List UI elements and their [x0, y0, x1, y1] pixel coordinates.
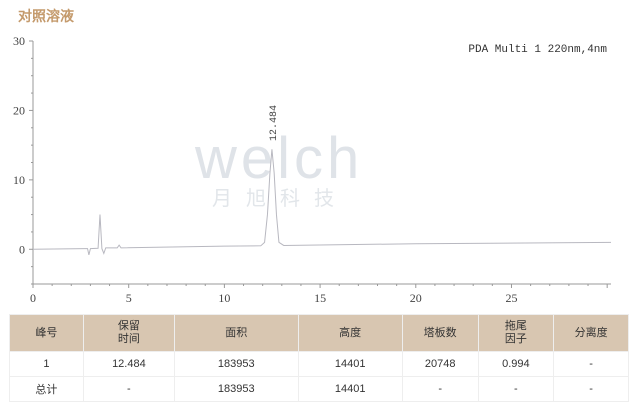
peak-table: 峰号 保留 时间 面积 高度 塔板数 拖尾 因子 分离度 1 12.484 183953 14401 2…	[9, 314, 629, 402]
column-header: 分离度	[553, 314, 629, 352]
table-cell: 12.484	[82, 351, 175, 377]
detector-annotation: PDA Multi 1 220nm,4nm	[468, 44, 607, 56]
x-tick-label: 15	[314, 291, 326, 305]
column-header: 塔板数	[401, 314, 479, 352]
table-cell: -	[477, 376, 555, 402]
table-cell: -	[553, 351, 629, 377]
table-cell: 183953	[173, 351, 299, 377]
x-tick-label: 10	[218, 291, 230, 305]
x-tick-label: 0	[30, 291, 36, 305]
table-header-row: 峰号 保留 时间 面积 高度 塔板数 拖尾 因子 分离度	[9, 314, 629, 352]
y-tick-label: 20	[13, 103, 25, 117]
x-tick-label: 25	[505, 291, 517, 305]
watermark-logo: welch	[194, 126, 363, 191]
column-header: 拖尾 因子	[477, 314, 555, 352]
y-tick-label: 10	[13, 173, 25, 187]
table-cell: 14401	[297, 351, 403, 377]
column-header: 高度	[297, 314, 403, 352]
chart-title: 对照溶液	[18, 8, 74, 24]
column-header: 保留 时间	[82, 314, 175, 352]
table-cell: 14401	[297, 376, 403, 402]
chromatogram-trace	[32, 149, 612, 255]
table-cell: -	[401, 376, 479, 402]
table-cell: -	[82, 376, 175, 402]
table-row: 1 12.484 183953 14401 20748 0.994-	[9, 351, 629, 377]
table-cell: 0.994	[477, 351, 555, 377]
table-cell: 183953	[173, 376, 299, 402]
table-cell: 1	[9, 351, 84, 377]
x-tick-label: 5	[126, 291, 132, 305]
column-header: 面积	[173, 314, 299, 352]
table-cell: 总计	[9, 376, 84, 402]
column-header: 峰号	[9, 314, 84, 352]
peak-label: 12.484	[269, 105, 280, 141]
table-cell: -	[553, 376, 629, 402]
table-cell: 20748	[401, 351, 479, 377]
y-tick-label: 30	[13, 34, 25, 48]
y-tick-label: 0	[19, 242, 25, 256]
x-tick-label: 20	[410, 291, 422, 305]
table-row: 总计 -183953 14401- - -	[9, 376, 629, 402]
watermark-cn: 月旭科技	[212, 186, 348, 210]
